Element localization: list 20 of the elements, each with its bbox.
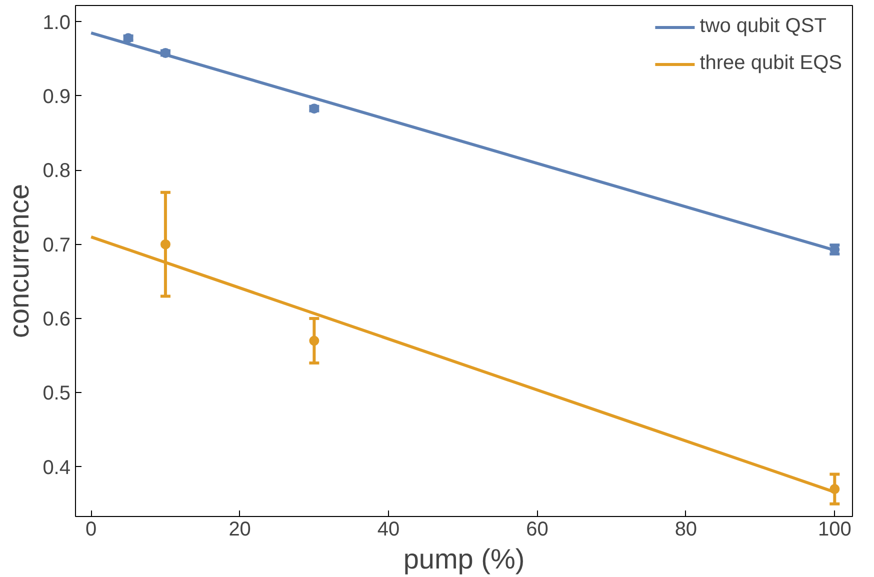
x-tick-label: 100 [818,518,852,540]
point [309,336,320,346]
y-tick-label: 1.0 [42,12,71,34]
x-tick-label: 40 [377,518,400,540]
x-tick-label: 0 [86,518,97,540]
x-tick-label: 60 [526,518,548,540]
y-tick-label: 0.7 [42,234,71,256]
legend-label: two qubit QST [700,15,826,38]
x-axis-title: pump (%) [403,544,525,574]
x-tick-label: 80 [674,518,698,540]
y-tick-label: 0.9 [42,86,71,108]
point [830,484,840,494]
y-tick-label: 0.6 [42,308,71,330]
x-tick-label: 20 [228,518,251,540]
y-tick-label: 0.5 [42,382,71,405]
y-tick-label: 0.4 [42,456,71,479]
y-tick-label: 0.8 [42,160,71,182]
y-axis-title: concurrence [4,184,35,338]
legend-label: three qubit EQS [700,52,842,75]
point [160,239,170,250]
